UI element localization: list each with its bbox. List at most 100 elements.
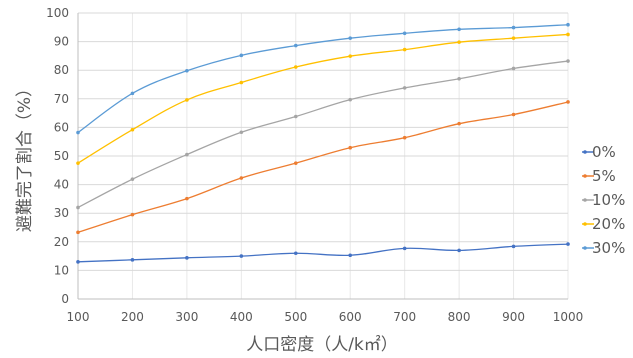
- series-line: [77, 243, 569, 263]
- y-tick-label: 60: [54, 120, 69, 134]
- data-point: [130, 212, 135, 217]
- y-axis-title: 避難完了割合（%）: [15, 80, 35, 232]
- data-point: [239, 254, 244, 258]
- legend-item: 20%: [582, 215, 625, 233]
- legend-item: 10%: [582, 191, 625, 209]
- data-point: [293, 65, 298, 69]
- y-tick-label: 90: [54, 35, 69, 49]
- x-tick-label: 300: [175, 310, 198, 324]
- data-point: [402, 86, 407, 90]
- data-point: [130, 127, 135, 132]
- data-point: [185, 152, 189, 157]
- data-point: [457, 121, 461, 126]
- data-point: [130, 258, 135, 262]
- y-tick-label: 50: [54, 149, 69, 163]
- data-point: [402, 47, 407, 52]
- data-point: [239, 80, 244, 85]
- x-tick-label: 600: [339, 310, 362, 324]
- legend-label: 5%: [592, 167, 616, 185]
- data-point: [566, 59, 570, 63]
- data-point: [348, 145, 353, 150]
- data-point: [348, 54, 353, 58]
- data-point: [293, 161, 298, 165]
- y-tick-label: 100: [46, 6, 69, 20]
- series-4: [76, 22, 570, 135]
- y-tick-label: 0: [61, 292, 69, 306]
- data-point: [402, 135, 407, 140]
- x-tick-labels: 100 200 300 400 500 600 700 800 900 1000: [67, 310, 584, 324]
- y-tick-label: 40: [54, 178, 69, 192]
- x-tick-label: 800: [448, 310, 471, 324]
- legend-item: 30%: [582, 239, 625, 257]
- series-line: [77, 60, 569, 209]
- data-point: [457, 76, 461, 81]
- series-1: [76, 100, 570, 235]
- data-point: [239, 130, 244, 135]
- y-tick-label: 10: [54, 263, 69, 277]
- data-point: [185, 98, 189, 102]
- x-tick-label: 700: [393, 310, 416, 324]
- data-point: [76, 130, 80, 135]
- series-line: [77, 33, 569, 164]
- data-point: [511, 244, 516, 249]
- series-3: [76, 32, 570, 165]
- data-point: [566, 22, 570, 27]
- data-point: [402, 246, 407, 251]
- series-line: [77, 24, 569, 134]
- data-point: [76, 260, 80, 264]
- data-point: [348, 253, 353, 258]
- data-point: [76, 205, 80, 210]
- x-tick-label: 200: [121, 310, 144, 324]
- legend-label: 20%: [592, 215, 625, 233]
- data-point: [457, 27, 461, 32]
- legend-marker: [583, 246, 587, 250]
- data-point: [293, 114, 298, 119]
- data-point: [185, 256, 189, 260]
- data-point: [293, 251, 298, 256]
- y-tick-labels: 0 10 20 30 40 50 60 70 80 90 100: [46, 6, 69, 306]
- y-tick-label: 70: [54, 92, 69, 106]
- legend-marker: [583, 174, 587, 178]
- data-point: [402, 31, 407, 36]
- legend-marker: [583, 222, 587, 226]
- legend-marker: [583, 198, 587, 202]
- legend-item: 5%: [582, 167, 616, 185]
- legend-item: 0%: [582, 143, 616, 161]
- data-point: [511, 36, 516, 40]
- data-point: [511, 112, 516, 117]
- legend-label: 10%: [592, 191, 625, 209]
- y-tick-label: 30: [54, 206, 69, 220]
- legend: 0% 5% 10% 20% 30%: [582, 143, 625, 257]
- gridlines: [78, 12, 569, 299]
- data-point: [130, 91, 135, 96]
- data-point: [76, 161, 80, 165]
- data-point: [457, 40, 461, 44]
- data-point: [348, 97, 353, 102]
- data-point: [293, 43, 298, 48]
- legend-label: 30%: [592, 239, 625, 257]
- data-point: [511, 66, 516, 71]
- data-point: [566, 32, 570, 37]
- x-tick-label: 100: [67, 310, 90, 324]
- data-point: [185, 68, 189, 73]
- data-point: [457, 248, 461, 253]
- legend-label: 0%: [592, 143, 616, 161]
- y-tick-label: 80: [54, 63, 69, 77]
- legend-marker: [583, 150, 587, 154]
- series-lines: [76, 22, 570, 264]
- data-point: [130, 177, 135, 181]
- data-point: [511, 25, 516, 30]
- data-point: [348, 36, 353, 40]
- x-tick-label: 400: [230, 310, 253, 324]
- data-point: [76, 230, 80, 235]
- data-point: [566, 242, 570, 246]
- series-2: [76, 59, 570, 210]
- x-tick-label: 500: [284, 310, 307, 324]
- x-axis-title: 人口密度（人/k㎡）: [246, 335, 398, 355]
- data-point: [239, 53, 244, 58]
- x-tick-label: 900: [502, 310, 525, 324]
- axes: [77, 13, 568, 300]
- series-line: [77, 101, 569, 233]
- data-point: [185, 196, 189, 201]
